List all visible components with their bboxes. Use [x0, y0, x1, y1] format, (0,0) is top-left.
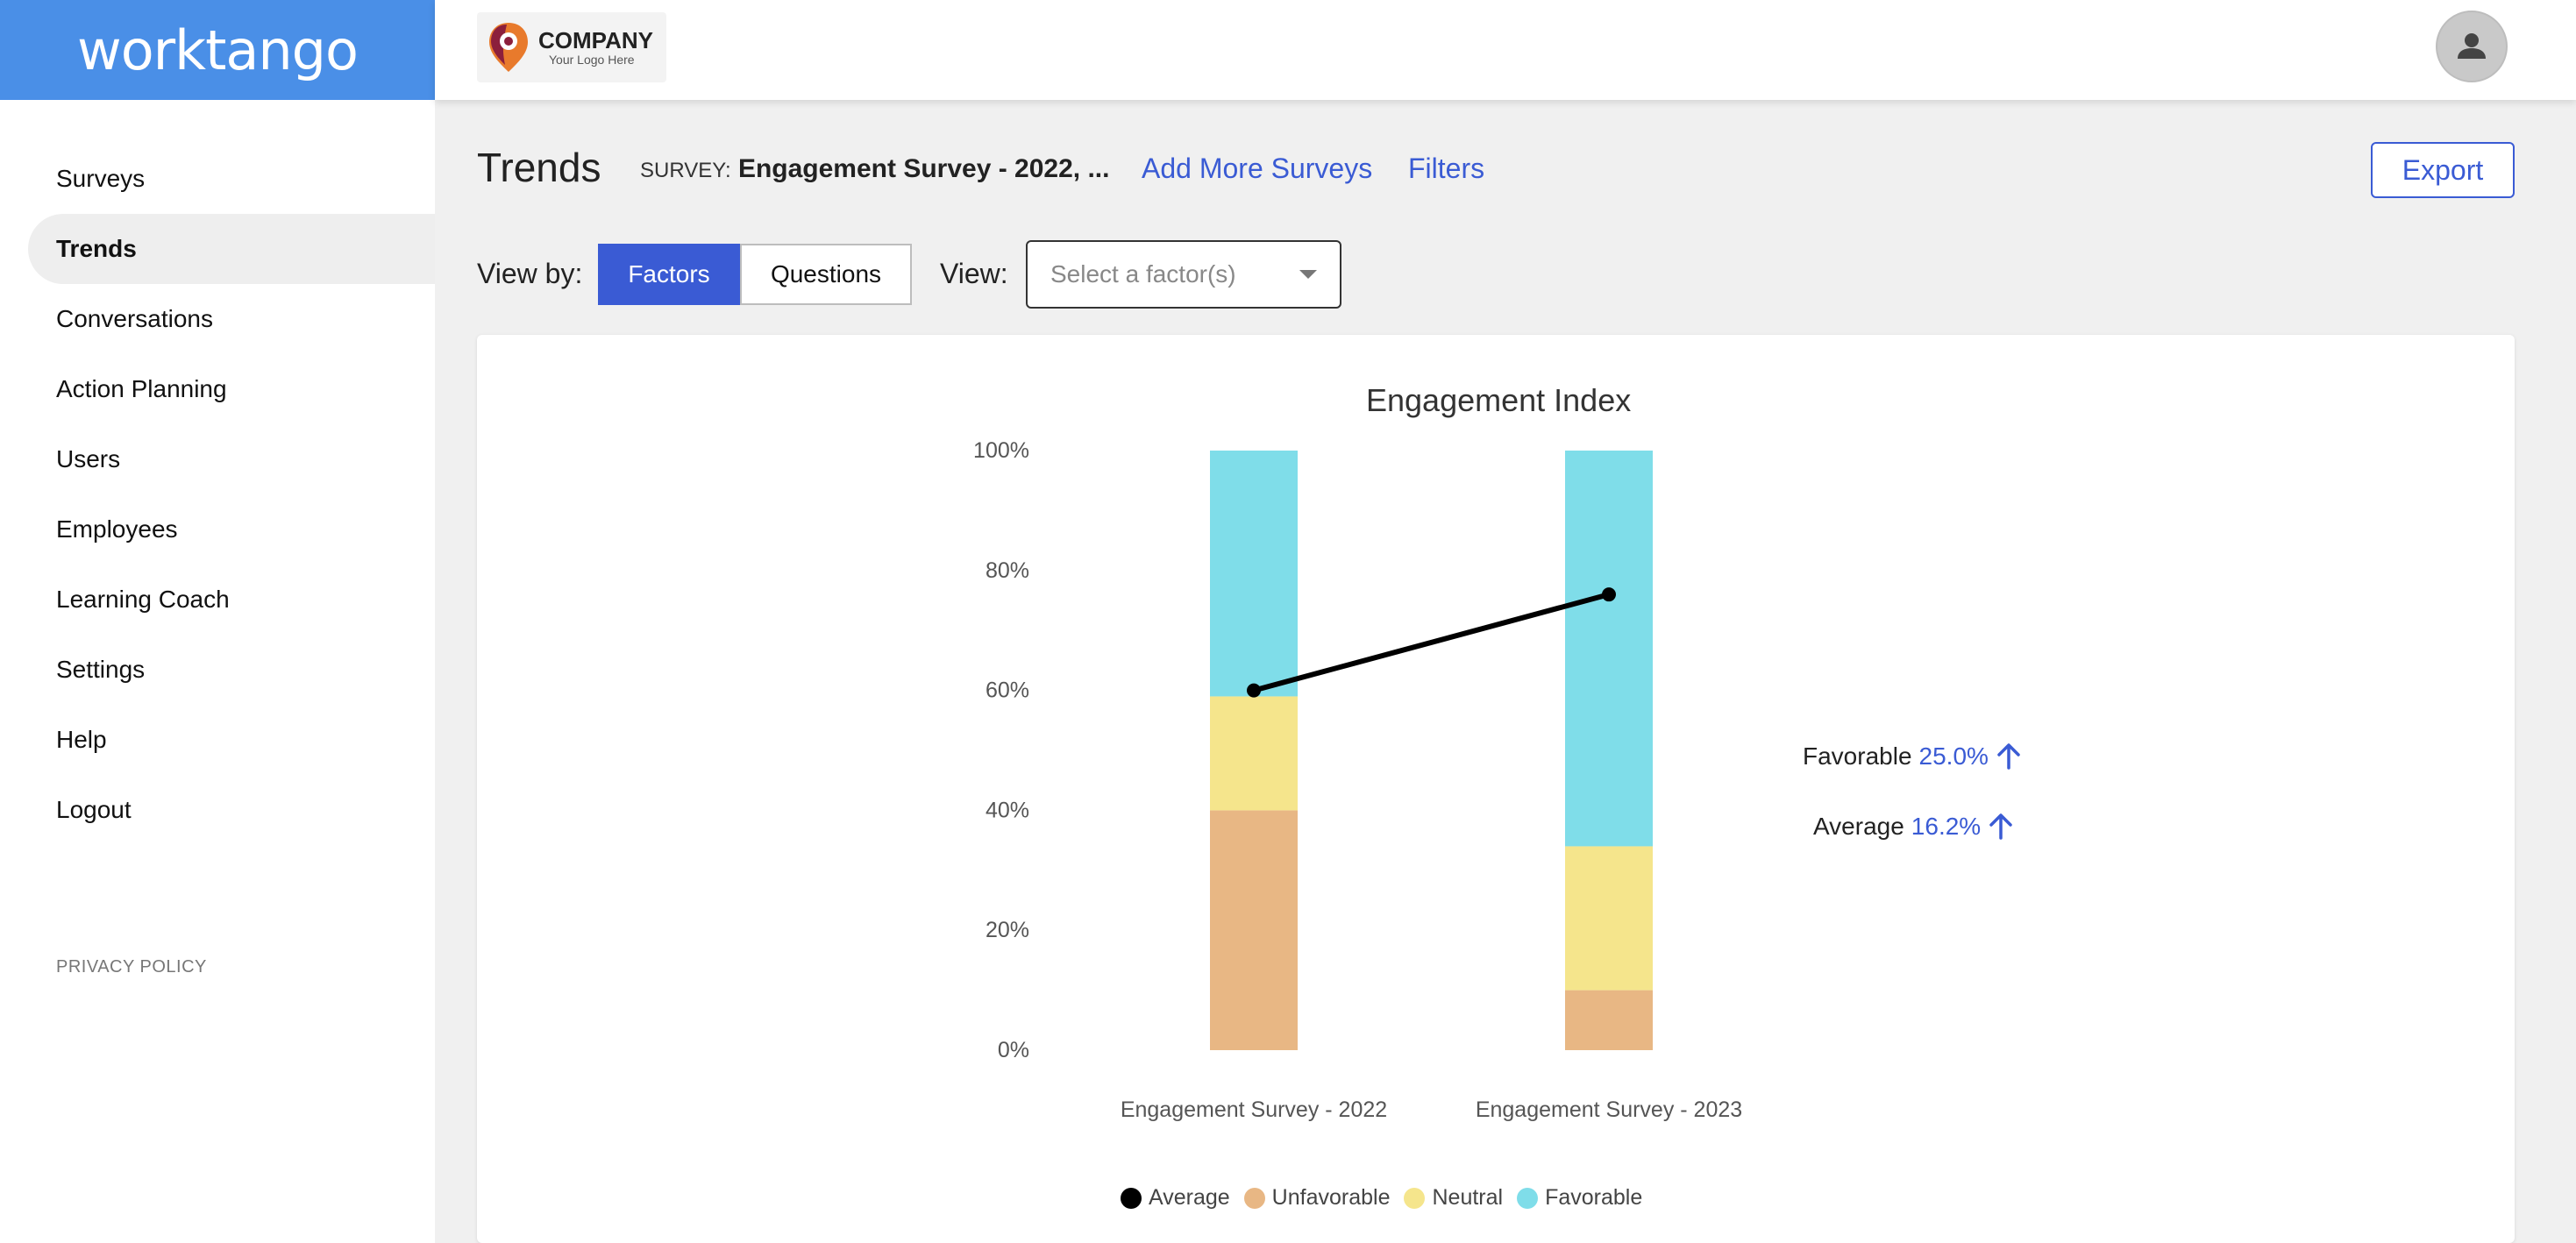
bar-favorable [1565, 451, 1653, 847]
average-change: Average 16.2% [1813, 812, 2016, 842]
average-label: Average [1813, 813, 1904, 840]
average-point [1602, 587, 1616, 602]
view-by-label: View by: [477, 258, 583, 289]
sidebar-item-employees[interactable]: Employees [56, 515, 178, 543]
chart-card [477, 335, 2515, 1243]
export-button[interactable]: Export [2371, 142, 2515, 198]
y-tick-label: 40% [986, 798, 1029, 822]
y-tick-label: 60% [986, 678, 1029, 703]
legend-item-favorable[interactable]: Favorable [1517, 1185, 1642, 1211]
chart-title: Engagement Index [1366, 382, 1632, 418]
arrow-up-icon [1989, 813, 2012, 840]
factor-select[interactable]: Select a factor(s) [1026, 240, 1341, 309]
y-tick-label: 0% [998, 1038, 1029, 1062]
legend-swatch-neutral [1404, 1187, 1426, 1209]
bar-neutral [1565, 846, 1653, 991]
filters-link[interactable]: Filters [1408, 153, 1485, 184]
add-more-surveys-link[interactable]: Add More Surveys [1142, 153, 1373, 184]
legend-label-unfavorable: Unfavorable [1271, 1185, 1391, 1210]
sidebar-item-trends[interactable]: Trends [28, 214, 435, 284]
logo-tagline: Your Logo Here [549, 53, 635, 67]
sidebar-item-logout[interactable]: Logout [56, 796, 132, 823]
factor-select-placeholder: Select a factor(s) [1050, 260, 1236, 288]
view-by-questions-button[interactable]: Questions [740, 244, 912, 305]
legend-item-neutral[interactable]: Neutral [1404, 1185, 1503, 1211]
survey-name: Engagement Survey - 2022, ... [737, 154, 1110, 183]
y-tick-label: 80% [986, 558, 1029, 583]
survey-selector[interactable]: SURVEY: Engagement Survey - 2022, ... [640, 154, 1109, 184]
legend-item-average[interactable]: Average [1121, 1185, 1230, 1211]
sidebar-item-action-planning[interactable]: Action Planning [56, 375, 227, 402]
favorable-change: Favorable 25.0% [1803, 742, 2024, 771]
y-tick-label: 100% [973, 438, 1029, 463]
legend-label-average: Average [1149, 1185, 1230, 1210]
avatar[interactable] [2436, 11, 2508, 82]
x-category-label: Engagement Survey - 2022 [1121, 1097, 1387, 1122]
chevron-down-icon [1299, 270, 1317, 279]
y-tick-label: 20% [986, 918, 1029, 942]
sidebar-item-learning-coach[interactable]: Learning Coach [56, 586, 230, 613]
chart-legend: Average Unfavorable Neutral Favorable [1121, 1185, 1656, 1211]
page-title: Trends [477, 145, 601, 190]
company-logo: COMPANY Your Logo Here [477, 12, 666, 82]
favorable-label: Favorable [1803, 742, 1912, 770]
logo-company: COMPANY [538, 27, 653, 53]
bar-unfavorable [1210, 810, 1298, 1050]
bar-unfavorable [1565, 990, 1653, 1050]
sidebar-item-settings[interactable]: Settings [56, 656, 146, 683]
view-by-factors-button[interactable]: Factors [598, 244, 740, 305]
privacy-policy-link[interactable]: PRIVACY POLICY [56, 957, 207, 977]
arrow-up-icon [1997, 743, 2020, 770]
logo-text: COMPANY Your Logo Here [538, 28, 653, 67]
sidebar-nav: Surveys Trends Conversations Action Plan… [0, 144, 435, 845]
x-category-label: Engagement Survey - 2023 [1476, 1097, 1742, 1122]
legend-swatch-unfavorable [1243, 1187, 1265, 1209]
survey-label: SURVEY: [640, 159, 731, 182]
bar-favorable [1210, 451, 1298, 697]
average-point [1247, 683, 1261, 698]
user-icon [2458, 33, 2486, 59]
sidebar-item-users[interactable]: Users [56, 445, 121, 472]
bar-neutral [1210, 696, 1298, 811]
topbar: COMPANY Your Logo Here [435, 0, 2576, 100]
sidebar: worktango Surveys Trends Conversations A… [0, 0, 435, 1243]
legend-item-unfavorable[interactable]: Unfavorable [1243, 1185, 1391, 1211]
legend-label-favorable: Favorable [1545, 1185, 1643, 1210]
legend-label-neutral: Neutral [1432, 1185, 1504, 1210]
sidebar-item-conversations[interactable]: Conversations [56, 305, 213, 332]
average-line [1253, 592, 1610, 693]
average-value: 16.2% [1911, 813, 1982, 840]
legend-swatch-average [1121, 1187, 1142, 1209]
legend-swatch-favorable [1517, 1187, 1539, 1209]
brand-name: worktango [77, 18, 359, 82]
map-pin-icon [489, 23, 528, 72]
view-label: View: [940, 258, 1008, 289]
sidebar-item-surveys[interactable]: Surveys [56, 165, 146, 192]
sidebar-item-help[interactable]: Help [56, 726, 107, 753]
favorable-value: 25.0% [1918, 742, 1989, 770]
brand-logo[interactable]: worktango [0, 0, 435, 100]
